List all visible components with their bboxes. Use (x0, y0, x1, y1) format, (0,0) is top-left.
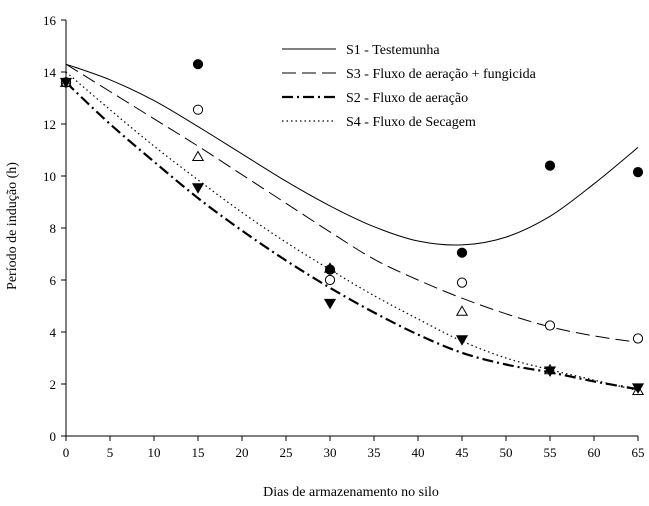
legend-label-4: S4 - Fluxo de Secagem (346, 115, 476, 130)
x-tick-label: 10 (148, 445, 161, 460)
y-tick-label: 6 (50, 273, 57, 288)
point-filled-circle (456, 247, 468, 258)
y-tick-label: 2 (50, 377, 57, 392)
point-open-circle (324, 274, 336, 286)
x-tick-label: 30 (324, 445, 337, 460)
x-tick-label: 50 (500, 445, 513, 460)
point-filled-triangle-down (455, 335, 469, 346)
y-tick-label: 10 (43, 169, 56, 184)
legend-label-1: S1 - Testemunha (346, 43, 440, 58)
y-tick-label: 14 (43, 65, 57, 80)
legend: S1 - Testemunha S3 - Fluxo de aeração + f… (282, 43, 537, 130)
y-tick-label: 12 (43, 117, 56, 132)
x-tick-label: 5 (107, 445, 114, 460)
fit-lines (65, 63, 639, 392)
x-tick-label: 20 (236, 445, 249, 460)
x-tick-label: 60 (588, 445, 601, 460)
point-filled-circle (192, 59, 204, 70)
x-axis-label: Dias de armazenamento no silo (263, 485, 439, 500)
point-open-circle (456, 277, 468, 288)
point-open-circle (192, 104, 204, 115)
point-filled-circle (544, 160, 556, 171)
point-open-triangle-up (323, 262, 337, 273)
fit-line-4 (65, 71, 639, 392)
point-open-triangle-up (191, 150, 205, 161)
data-points (59, 59, 645, 395)
point-open-triangle-up (455, 305, 469, 316)
point-filled-circle (632, 167, 644, 178)
x-tick-label: 45 (456, 445, 469, 460)
x-tick-label: 55 (544, 445, 557, 460)
y-axis-label: Período de indução (h) (5, 162, 20, 290)
point-filled-triangle-down (323, 298, 337, 310)
point-open-triangle-up (59, 76, 73, 87)
legend-label-3: S2 - Fluxo de aeração (346, 91, 468, 106)
point-open-triangle-up (543, 363, 557, 375)
axes: 0 5 10 15 20 25 30 35 40 45 50 55 60 65 0 2 4 6 8 10 12 14 16 (43, 13, 645, 460)
fit-line-1 (65, 63, 639, 246)
point-open-circle (632, 333, 644, 344)
point-open-circle (544, 320, 556, 331)
x-tick-label: 25 (280, 445, 293, 460)
x-tick-label: 40 (412, 445, 425, 460)
y-tick-label: 4 (50, 325, 57, 340)
y-tick-label: 16 (43, 13, 57, 28)
point-filled-triangle-down (59, 77, 73, 89)
x-tick-label: 0 (63, 445, 70, 460)
point-filled-triangle-down (631, 383, 645, 394)
point-filled-triangle-down (191, 183, 205, 194)
x-tick-label: 15 (192, 445, 205, 460)
x-tick-label: 35 (368, 445, 381, 460)
legend-label-2: S3 - Fluxo de aeração + fungicida (346, 67, 537, 82)
y-tick-label: 0 (50, 429, 57, 444)
x-tick-label: 65 (632, 445, 645, 460)
y-tick-label: 8 (50, 221, 57, 236)
point-open-triangle-up (631, 384, 645, 395)
